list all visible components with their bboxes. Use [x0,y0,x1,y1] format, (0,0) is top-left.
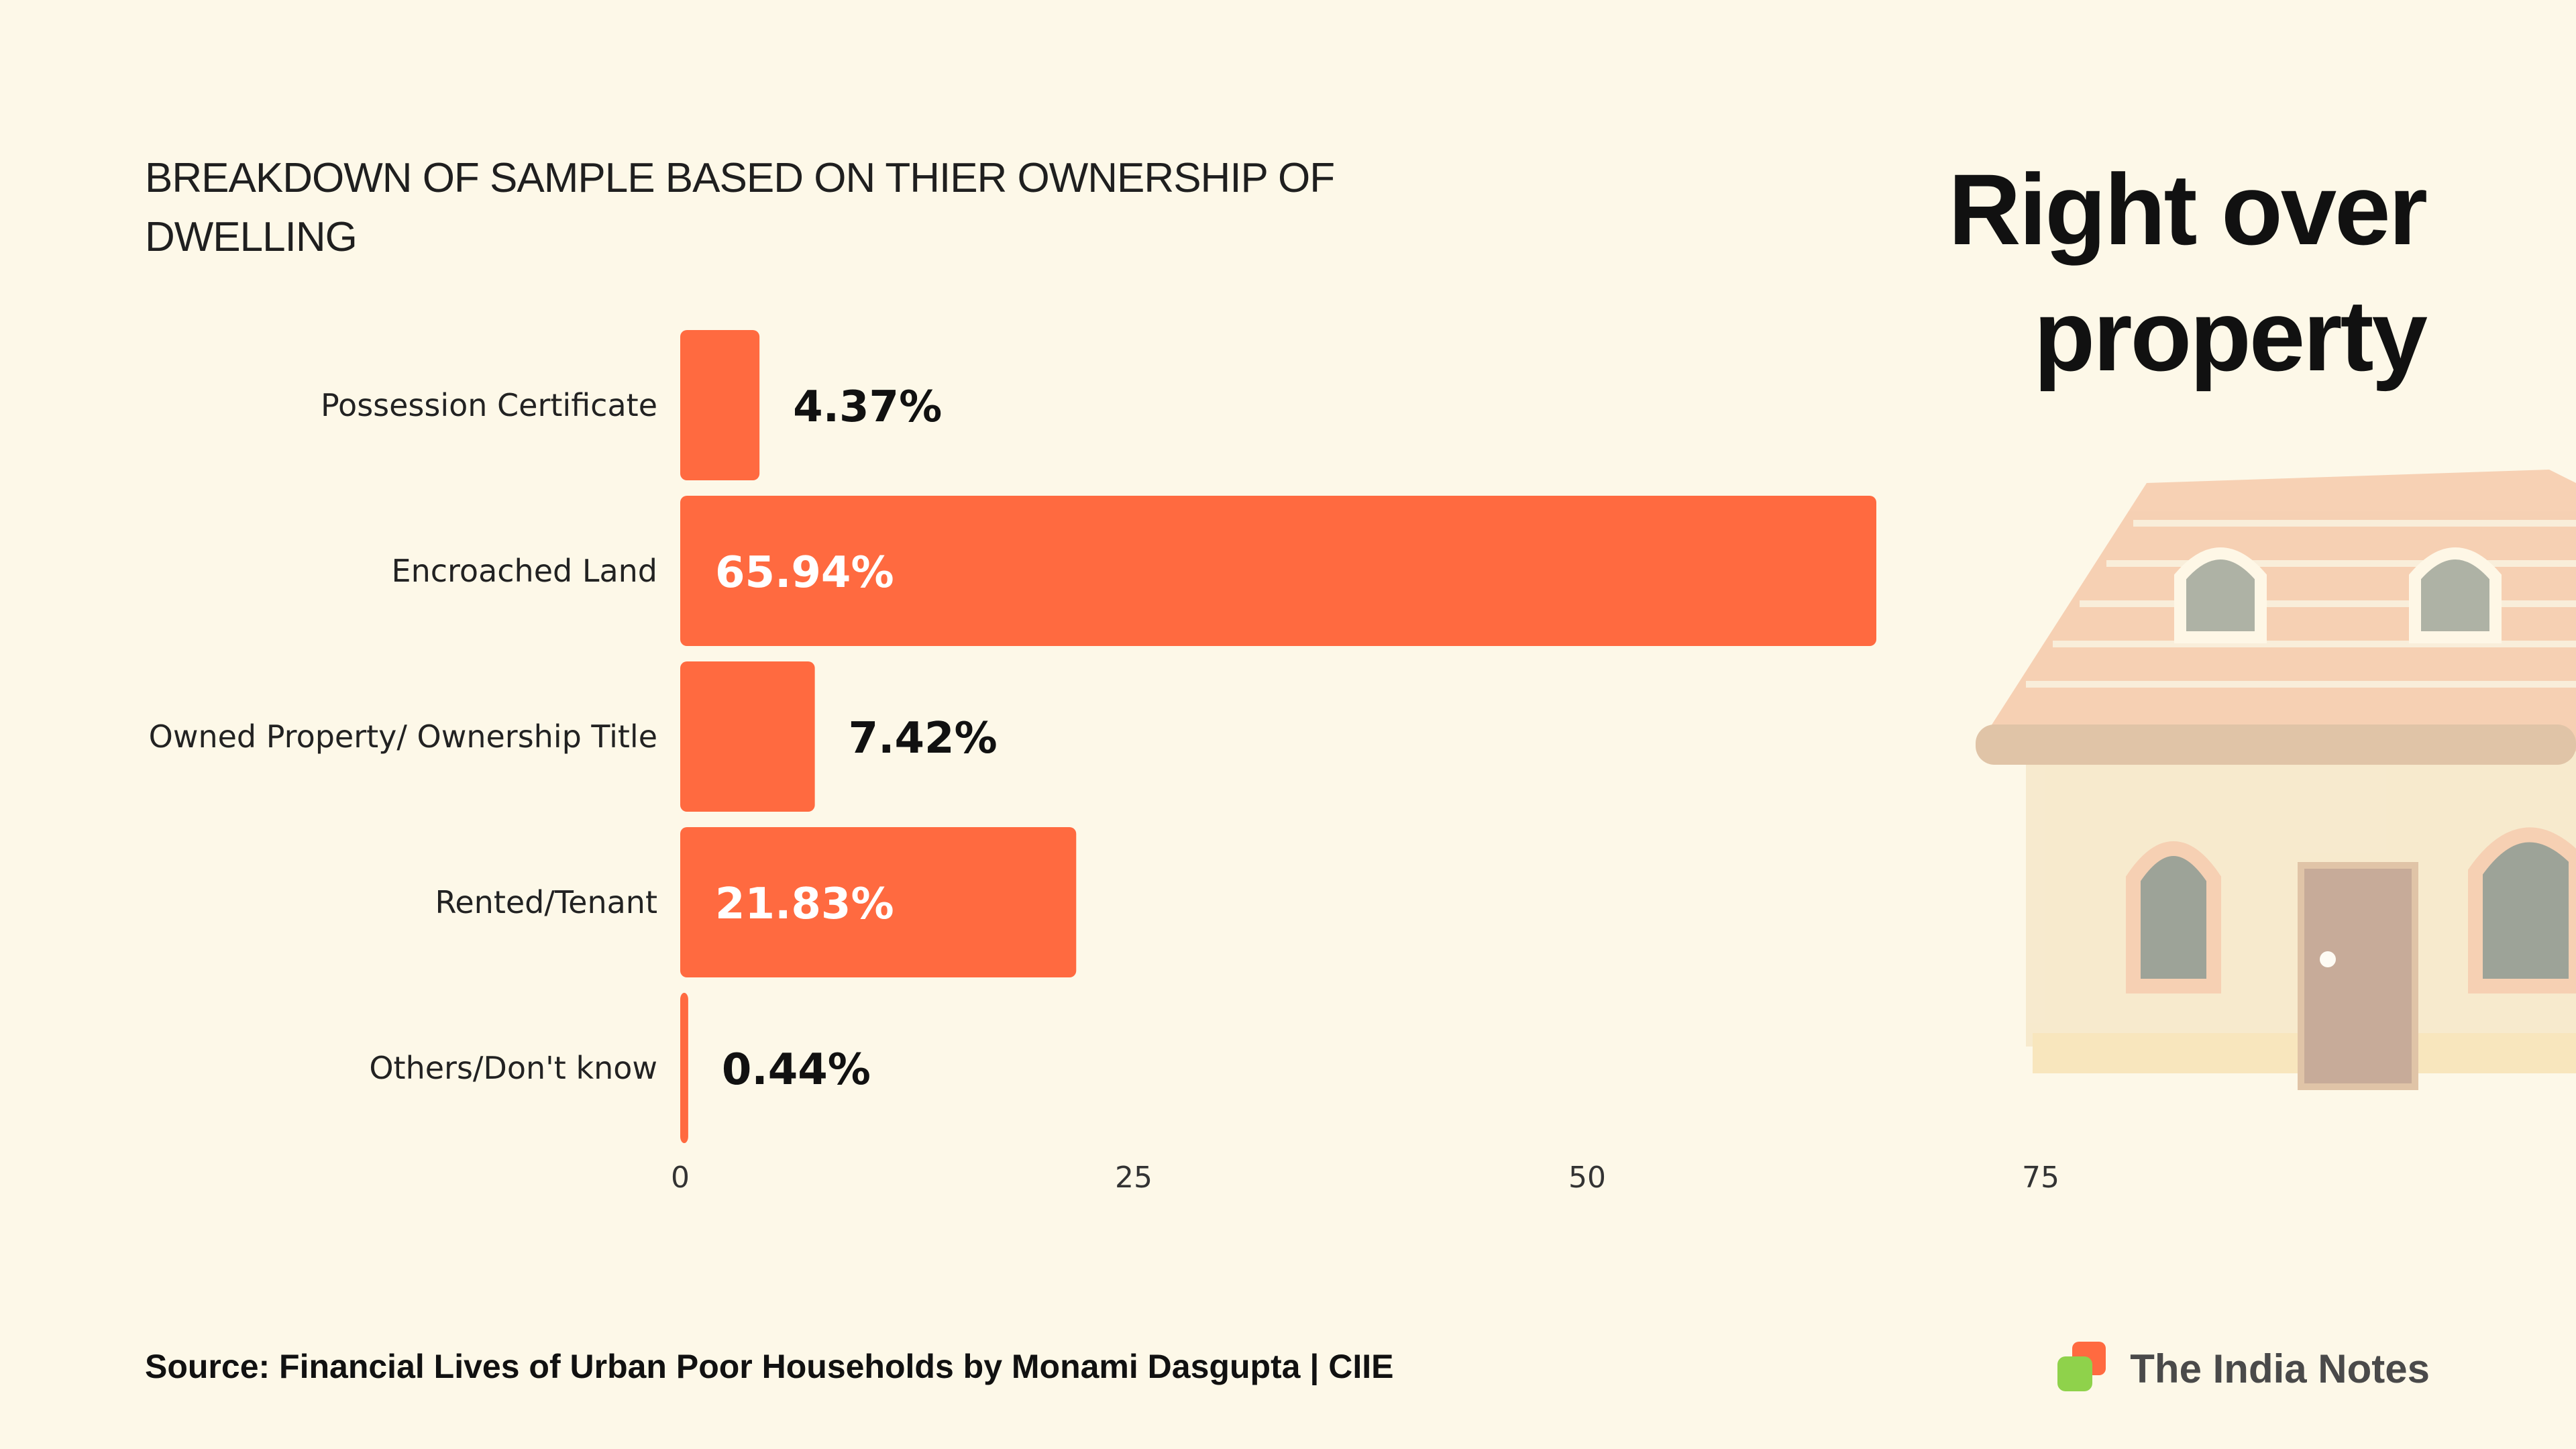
brand-name: The India Notes [2130,1346,2430,1391]
bar-0 [680,330,760,480]
headline-line-2: property [2033,279,2428,392]
x-tick-label-3: 75 [2022,1161,2059,1195]
value-label-2: 7.42% [849,714,998,763]
value-label-4: 0.44% [722,1045,871,1095]
category-label-0: Possession Certificate [321,387,657,423]
value-label-1: 65.94% [715,548,894,598]
category-label-1: Encroached Land [392,553,657,589]
category-label-2: Owned Property/ Ownership Title [149,718,657,755]
bar-4 [680,993,688,1143]
x-tick-label-0: 0 [671,1161,690,1195]
headline-line-1: Right over [1948,153,2428,266]
bar-3 [680,827,1077,977]
chart-title: BREAKDOWN OF SAMPLE BASED ON THIER OWNER… [145,155,1335,260]
source-note: Source: Financial Lives of Urban Poor Ho… [145,1348,1394,1385]
x-tick-label-1: 25 [1115,1161,1152,1195]
bar-2 [680,661,815,812]
bar-1 [680,496,1877,646]
brand-logo-icon [2057,1342,2106,1391]
category-label-3: Rented/Tenant [435,884,657,920]
x-tick-label-2: 50 [1568,1161,1606,1195]
headline: Right over property [1822,146,2428,398]
value-label-3: 21.83% [715,879,894,929]
category-label-4: Others/Don't know [369,1050,657,1086]
value-label-0: 4.37% [793,382,942,432]
brand: The India Notes [2057,1342,2430,1395]
